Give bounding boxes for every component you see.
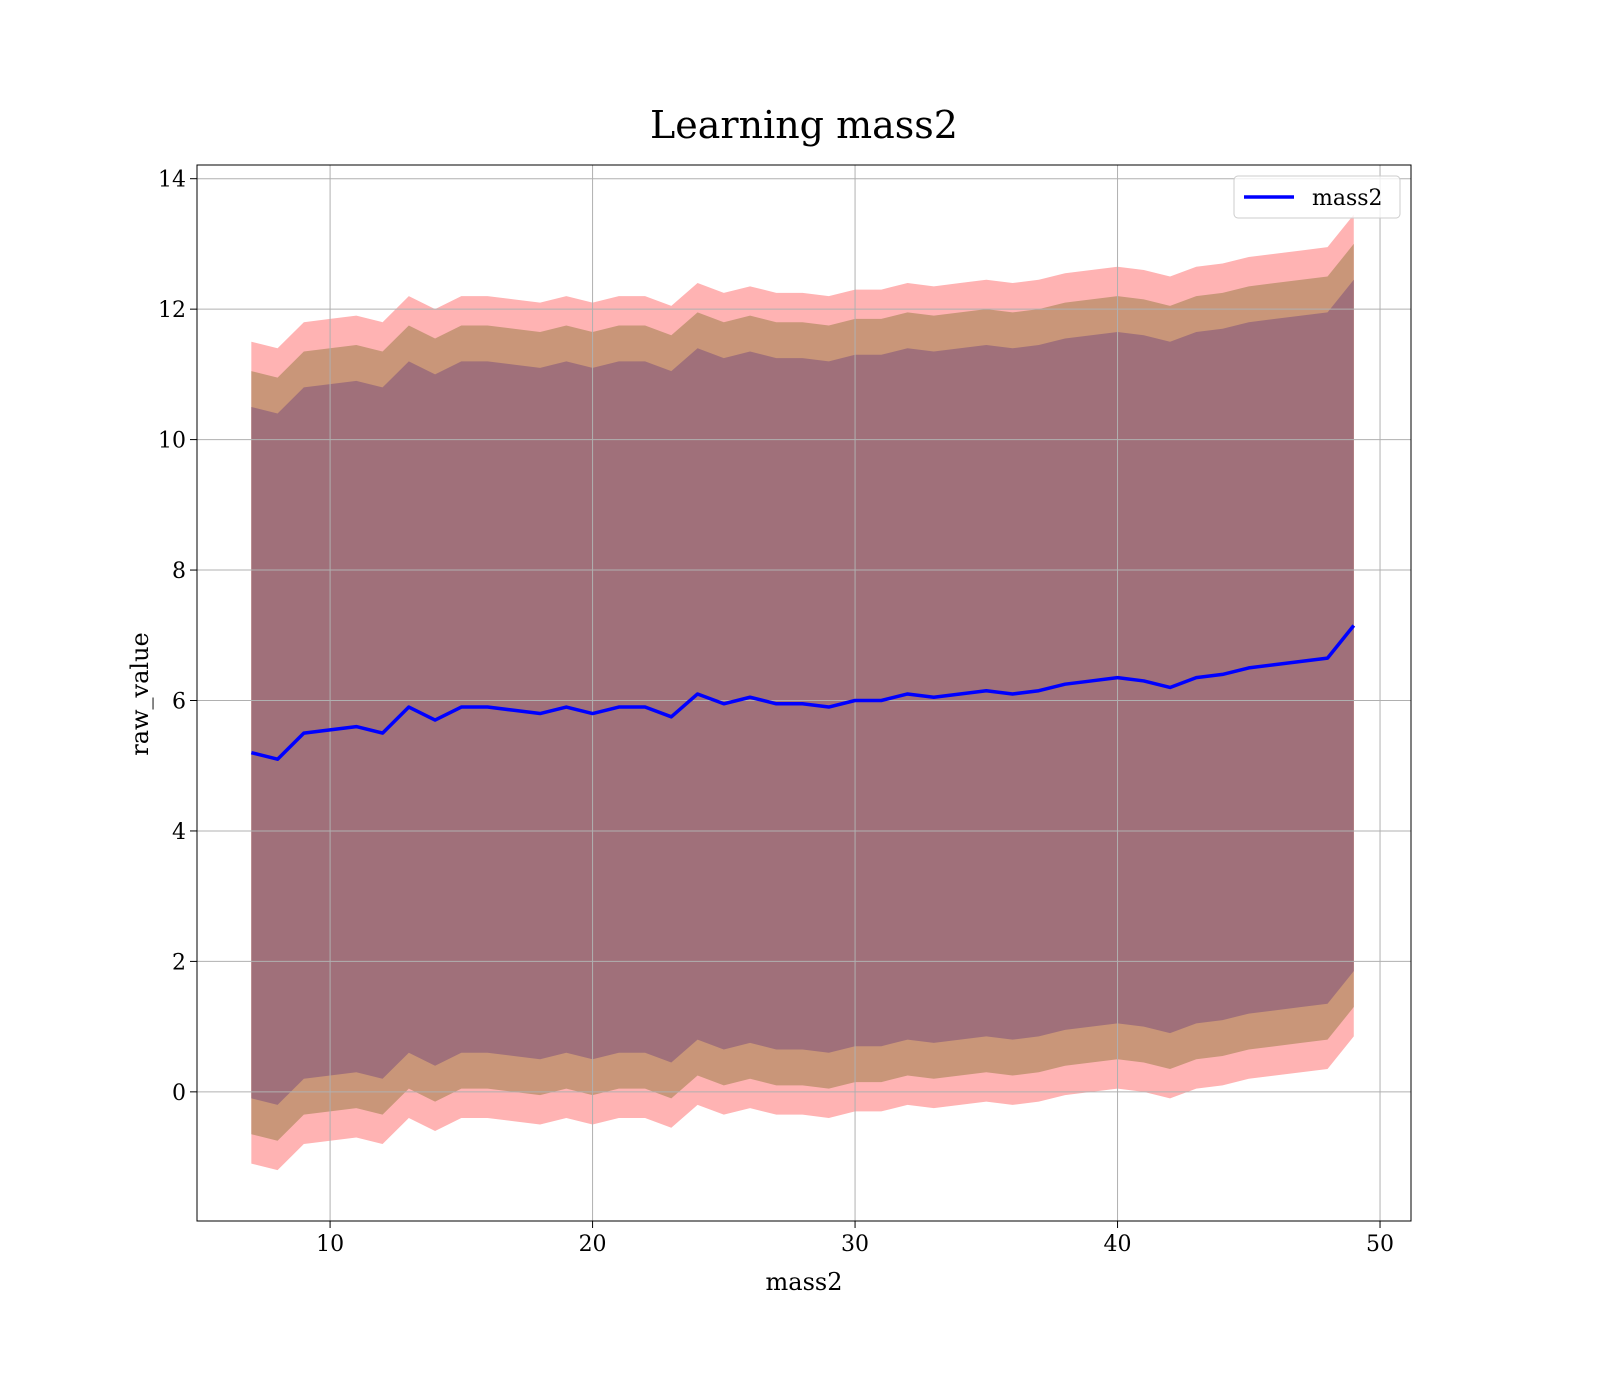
x-tick-label: 40 <box>1104 1232 1132 1257</box>
y-tick-label: 14 <box>158 168 186 193</box>
y-tick-label: 0 <box>172 1081 186 1106</box>
line <box>250 624 1356 761</box>
x-tick-label: 20 <box>579 1232 607 1257</box>
legend-label: mass2 <box>1312 186 1383 211</box>
y-tick-label: 8 <box>172 559 186 584</box>
chart-title: Learning mass2 <box>650 103 958 147</box>
x-tick-label: 30 <box>841 1232 869 1257</box>
x-axis-label: mass2 <box>766 1268 843 1296</box>
plot-frame <box>196 164 1412 1222</box>
y-axis-label: raw_value <box>126 632 154 756</box>
y-tick-label: 4 <box>172 820 186 845</box>
y-tick-label: 6 <box>172 690 186 715</box>
legend-box <box>1233 175 1401 219</box>
y-tick-label: 10 <box>158 429 186 454</box>
band <box>251 279 1354 1105</box>
x-tick-label: 50 <box>1366 1232 1394 1257</box>
y-tick-label: 12 <box>158 298 186 323</box>
y-tick-label: 2 <box>172 950 186 975</box>
x-tick-label: 10 <box>316 1232 344 1257</box>
